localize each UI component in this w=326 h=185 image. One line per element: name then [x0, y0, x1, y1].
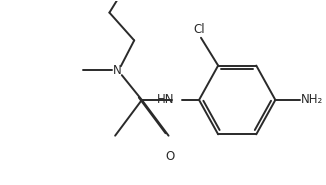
Text: Cl: Cl — [194, 23, 205, 36]
Text: O: O — [166, 149, 175, 163]
Text: HN: HN — [157, 93, 174, 106]
Text: NH₂: NH₂ — [301, 93, 323, 106]
Text: N: N — [113, 64, 121, 77]
